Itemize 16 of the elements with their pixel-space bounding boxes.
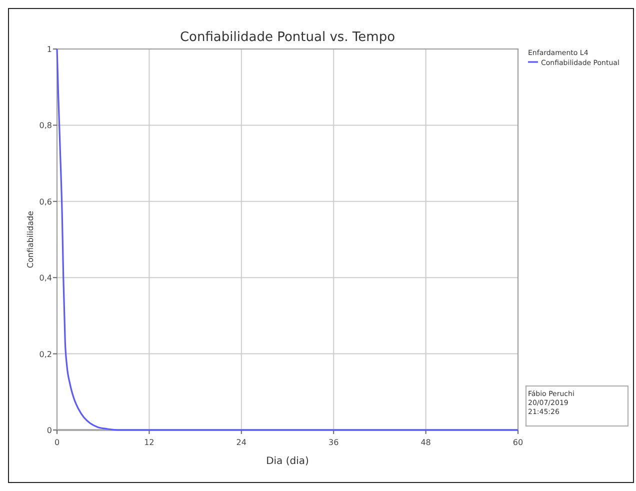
y-tick-label: 0,8 [39,121,52,130]
chart-title: Confiabilidade Pontual vs. Tempo [180,30,396,45]
x-tick-label: 0 [54,438,60,447]
y-tick-label: 0,6 [39,197,52,206]
x-tick-label: 12 [144,438,154,447]
x-axis-title: Dia (dia) [266,456,310,467]
y-tick-label: 0,2 [39,350,52,359]
x-tick-label: 24 [236,438,246,447]
y-axis-title: Confiabilidade [26,210,35,268]
x-tick-label: 60 [512,438,524,447]
line-series [56,48,519,431]
y-tick-label: 1 [46,45,52,54]
x-tick-label: 48 [420,438,431,447]
y-tick-label: 0 [46,426,52,435]
y-tick-label: 0,4 [39,274,52,283]
x-tick-label: 36 [328,438,339,447]
